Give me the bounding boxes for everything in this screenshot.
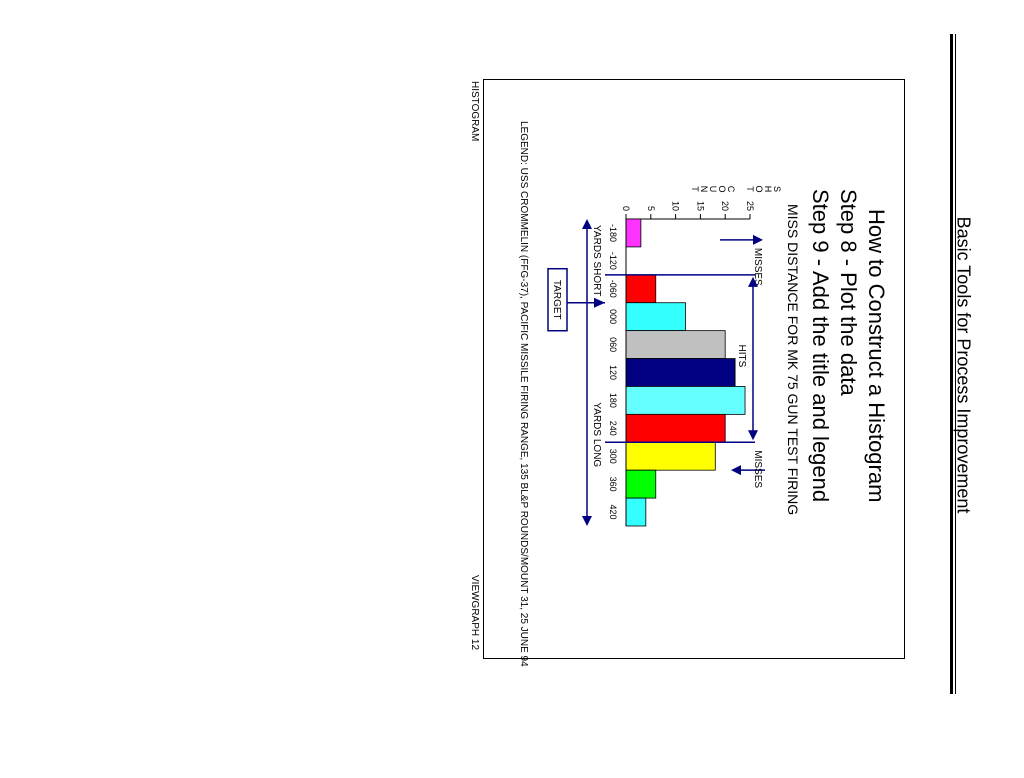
- misses-left-arrow-head: [753, 234, 763, 245]
- y-tick-label-2: 10: [671, 201, 681, 211]
- hits-arrow-head-right: [748, 430, 758, 441]
- target-label: TARGET: [551, 280, 562, 320]
- bar-180: [625, 386, 746, 415]
- header-title: Basic Tools for Process Improvement: [953, 216, 974, 514]
- x-tick-label-0: -180: [608, 224, 618, 242]
- bar-360: [625, 469, 657, 499]
- bar-240: [625, 413, 726, 443]
- yards-long-arrow-head: [582, 516, 592, 526]
- y-axis-label-letter-5: C: [726, 186, 736, 193]
- bar-120: [625, 358, 736, 387]
- bar-420: [625, 497, 647, 527]
- x-tick-label-10: 420: [608, 505, 618, 520]
- misses-left-label: MISSES: [752, 248, 763, 286]
- header-rule-thick: [950, 34, 953, 694]
- hits-arrow-head-left: [748, 276, 758, 287]
- hits-label: HITS: [736, 345, 747, 368]
- x-tick-label-2: -060: [608, 280, 618, 298]
- y-axis-label-letter-2: O: [754, 185, 764, 192]
- bar-000: [625, 302, 686, 332]
- x-tick-label-7: 240: [608, 421, 618, 436]
- x-tick-label-4: 060: [608, 337, 618, 352]
- yards-short-arrow-head: [582, 219, 592, 229]
- x-tick-label-5: 120: [608, 365, 618, 380]
- misses-right-arrow-head: [731, 465, 741, 476]
- y-axis-label-letter-9: T: [690, 186, 700, 192]
- y-axis-label-letter-0: S: [772, 186, 782, 192]
- histogram-chart: 0 5 10 15 20 25SHOTCOUNT-180-120-060000060120…: [547, 185, 782, 527]
- y-tick-label-4: 20: [720, 201, 730, 211]
- footer-left: HISTOGRAM: [469, 81, 480, 142]
- legend-text: LEGEND: USS CROMMELIN (FFG-37), PACIFIC …: [518, 121, 529, 667]
- y-axis-label-letter-1: H: [763, 186, 773, 193]
- slide-scene: How to Construct a Histogram Step 8 - Pl…: [463, 79, 905, 667]
- slide: How to Construct a Histogram Step 8 - Pl…: [463, 79, 905, 667]
- bar--180: [625, 218, 642, 248]
- bar-300: [625, 441, 716, 471]
- target-arrow-head: [594, 297, 605, 308]
- x-tick-label-8: 300: [608, 449, 618, 464]
- header-rule-thin: [955, 34, 956, 694]
- footer-right: VIEWGRAPH 12: [469, 575, 480, 651]
- x-tick-label-1: -120: [608, 252, 618, 270]
- bar-060: [625, 330, 726, 359]
- yards-short-label: YARDS SHORT: [591, 225, 602, 296]
- y-axis-label-letter-8: N: [699, 186, 709, 193]
- target-box: [547, 267, 568, 332]
- misses-right-label: MISSES: [752, 450, 763, 488]
- y-axis-label-letter-6: O: [717, 185, 727, 192]
- bar--060: [625, 274, 657, 304]
- yards-long-label: YARDS LONG: [591, 402, 602, 467]
- y-tick-label-5: 25: [745, 201, 755, 211]
- x-tick-label-3: 000: [608, 309, 618, 324]
- x-tick-label-6: 180: [608, 393, 618, 408]
- y-tick-label-0: 0: [621, 206, 631, 211]
- y-axis-label-letter-7: U: [708, 186, 718, 193]
- x-tick-label-9: 360: [608, 477, 618, 492]
- y-tick-label-3: 15: [695, 201, 705, 211]
- y-axis-label-letter-3: T: [745, 186, 755, 192]
- y-tick-label-1: 5: [646, 206, 656, 211]
